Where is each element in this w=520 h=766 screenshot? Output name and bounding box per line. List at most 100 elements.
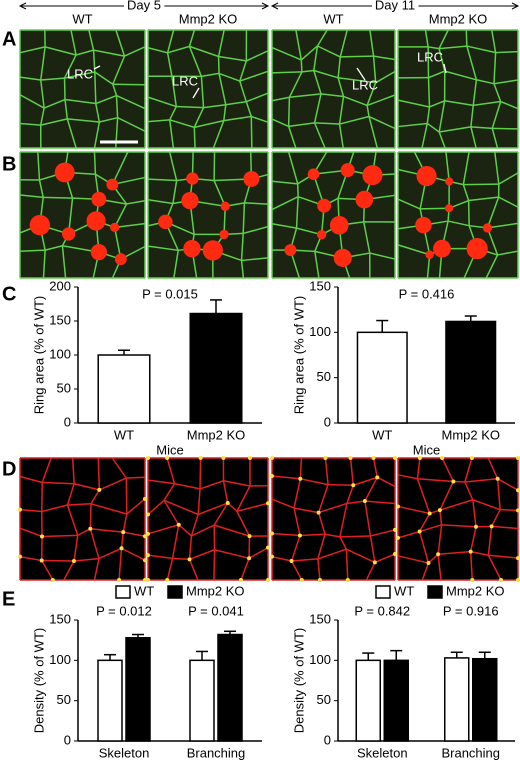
cell-edge [95, 103, 101, 123]
cell-edge [201, 72, 220, 78]
arrow-label: LRC [352, 77, 378, 92]
cell-edge [369, 252, 396, 260]
cell-edge [176, 105, 204, 109]
cell-edge [439, 45, 467, 50]
x-axis-label: Mice [413, 442, 440, 457]
branch-point [317, 578, 322, 582]
cell-edge [97, 457, 101, 490]
cell-edge [19, 122, 41, 126]
branch-point [187, 557, 192, 562]
branch-point [417, 456, 422, 460]
branch-point [426, 561, 431, 566]
cell-edge [493, 83, 502, 102]
cell-edge [429, 100, 445, 108]
cell-edge [66, 483, 75, 506]
cell-edge [120, 532, 125, 549]
ring-area [307, 168, 320, 180]
bar [356, 331, 408, 424]
cell-edge [44, 46, 77, 56]
branch-point [198, 456, 203, 460]
cell-edge [427, 77, 431, 108]
cell-edge [314, 122, 340, 125]
cell-edge [43, 196, 73, 199]
ring-area [91, 191, 107, 207]
branch-point [146, 578, 150, 582]
branch-point [117, 578, 122, 582]
branch-point [473, 524, 478, 529]
legend-label: WT [134, 583, 154, 598]
micrograph [272, 30, 395, 148]
cell-edge [468, 196, 499, 202]
bar [217, 633, 243, 742]
cell-edge [498, 172, 519, 185]
cell-edge [126, 199, 146, 205]
cell-edge [199, 480, 224, 490]
cell-edge [19, 508, 42, 513]
cell-edge [197, 502, 229, 516]
cell-edge [111, 151, 129, 185]
cell-edge [40, 79, 45, 109]
cell-edge [439, 126, 471, 133]
branch-point [470, 578, 475, 582]
x-tick-label: Mmp2 KO [187, 427, 246, 442]
branch-point [417, 529, 422, 534]
cell-edge [251, 115, 269, 123]
cell-edge [472, 499, 477, 527]
cell-edge [300, 59, 303, 72]
cell-edge [493, 79, 519, 85]
cell-edge [225, 100, 247, 106]
cell-edge [313, 45, 319, 71]
branch-point [371, 456, 376, 460]
cell-edge [193, 127, 196, 149]
cell-edge [245, 92, 269, 103]
branch-point [270, 456, 274, 460]
cell-edge [427, 46, 440, 50]
ring-area [186, 172, 199, 185]
branch-point [143, 496, 147, 501]
cell-edge [77, 528, 91, 537]
cell-edge [491, 29, 497, 53]
cell-edge [362, 221, 371, 254]
cell-edge [487, 222, 519, 229]
cell-edge [241, 257, 269, 262]
cell-edge [313, 69, 339, 79]
cell-edge [397, 244, 430, 256]
cell-edge [318, 502, 348, 514]
p-value: P = 0.416 [399, 286, 455, 301]
cell-edge [126, 476, 146, 479]
cell-edge [317, 45, 341, 58]
branch-point [176, 522, 181, 527]
branch-point [375, 475, 380, 480]
cell-edge [470, 126, 493, 130]
branch-point [40, 534, 45, 539]
cell-edge [163, 499, 199, 516]
y-tick-label: 150 [49, 312, 71, 327]
cell-edge [370, 529, 396, 537]
branch-point [393, 456, 397, 460]
cell-edge [447, 220, 470, 227]
cell-edge [240, 558, 250, 581]
cell-edge [339, 535, 371, 538]
cell-edge [197, 488, 201, 515]
cell-edge [397, 474, 418, 480]
y-tick-label: 150 [49, 611, 71, 626]
arrow-head [18, 2, 270, 10]
cell-edge [147, 119, 170, 123]
cell-edge [345, 549, 349, 581]
cell-edge [439, 481, 455, 511]
cell-edge [375, 70, 396, 84]
x-axis-label: Mice [156, 442, 183, 457]
cell-edge [200, 76, 205, 108]
branch-point [436, 552, 441, 557]
cell-edge [339, 115, 370, 125]
cell-edge [497, 478, 519, 491]
cell-edge [299, 533, 326, 537]
cell-edge [287, 126, 297, 149]
legend-label: WT [394, 583, 414, 598]
cell-edge [317, 512, 326, 535]
cell-edge [491, 101, 502, 129]
cell-edge [188, 535, 193, 560]
branch-point [165, 578, 170, 582]
cell-edge [124, 46, 146, 57]
legend-swatch [167, 585, 183, 599]
